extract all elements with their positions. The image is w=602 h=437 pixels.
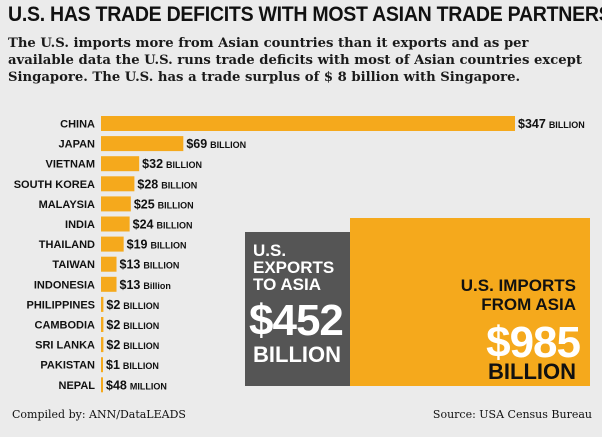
bar bbox=[101, 196, 131, 212]
chart-subtitle: The U.S. imports more from Asian countri… bbox=[8, 36, 582, 85]
bar bbox=[101, 216, 130, 232]
category-label: INDONESIA bbox=[34, 279, 95, 291]
bar bbox=[101, 176, 135, 192]
exports-unit: BILLION bbox=[253, 342, 341, 367]
category-label: INDIA bbox=[65, 219, 95, 231]
bar bbox=[101, 296, 104, 312]
exports-summary-box: U.S. EXPORTS TO ASIA $452 BILLION bbox=[245, 232, 350, 386]
imports-amount: $985 bbox=[486, 318, 581, 367]
exports-amount: $452 bbox=[249, 296, 344, 345]
chart-title: U.S. HAS TRADE DEFICITS WITH MOST ASIAN … bbox=[8, 3, 602, 26]
source-text: Source: USA Census Bureau bbox=[432, 408, 592, 421]
value-label: $2 BILLION bbox=[106, 298, 159, 312]
value-label: $48 MILLION bbox=[106, 378, 167, 392]
category-label: VIETNAM bbox=[46, 159, 96, 171]
category-label: SRI LANKA bbox=[35, 340, 95, 352]
category-label: PHILIPPINES bbox=[27, 299, 95, 311]
bar bbox=[101, 377, 103, 393]
imports-label: U.S. IMPORTS FROM ASIA bbox=[460, 276, 576, 314]
value-label: $19 BILLION bbox=[127, 238, 187, 252]
category-label: NEPAL bbox=[59, 380, 96, 392]
category-label: SOUTH KOREA bbox=[14, 179, 95, 191]
category-label: JAPAN bbox=[59, 139, 96, 151]
imports-unit: BILLION bbox=[488, 359, 576, 384]
bar bbox=[101, 276, 117, 292]
bar bbox=[101, 256, 117, 272]
value-label: $2 BILLION bbox=[106, 318, 159, 332]
category-label: CHINA bbox=[60, 119, 95, 131]
imports-summary-box: U.S. IMPORTS FROM ASIA $985 BILLION bbox=[350, 218, 590, 386]
bar bbox=[101, 156, 140, 172]
credit-text: Compiled by: ANN/DataLEADS bbox=[12, 408, 186, 421]
value-label: $32 BILLION bbox=[142, 157, 202, 171]
value-label: $28 BILLION bbox=[137, 177, 197, 191]
category-label: THAILAND bbox=[39, 239, 95, 251]
exports-label: U.S. EXPORTS TO ASIA bbox=[253, 241, 335, 294]
category-label: TAIWAN bbox=[52, 259, 95, 271]
category-label: CAMBODIA bbox=[35, 320, 96, 332]
bar bbox=[101, 337, 104, 353]
value-label: $13 BILLION bbox=[120, 258, 180, 272]
value-label: $69 BILLION bbox=[186, 137, 246, 151]
bar bbox=[101, 116, 515, 131]
value-label: $2 BILLION bbox=[106, 338, 159, 352]
bar bbox=[101, 236, 124, 252]
value-label: $24 BILLION bbox=[133, 218, 193, 232]
category-label: MALAYSIA bbox=[39, 199, 95, 211]
bars-layer: CHINA $347 BILLION JAPAN $69 BILLION VIETNAM $3… bbox=[14, 116, 585, 393]
value-label: $13 Billion bbox=[120, 278, 171, 292]
bar bbox=[101, 357, 103, 373]
bar bbox=[101, 317, 104, 332]
value-label: $1 BILLION bbox=[106, 358, 159, 372]
value-label: $347 BILLION bbox=[518, 117, 585, 131]
category-label: PAKISTAN bbox=[40, 360, 95, 372]
value-label: $25 BILLION bbox=[134, 197, 194, 211]
bar bbox=[101, 136, 184, 152]
